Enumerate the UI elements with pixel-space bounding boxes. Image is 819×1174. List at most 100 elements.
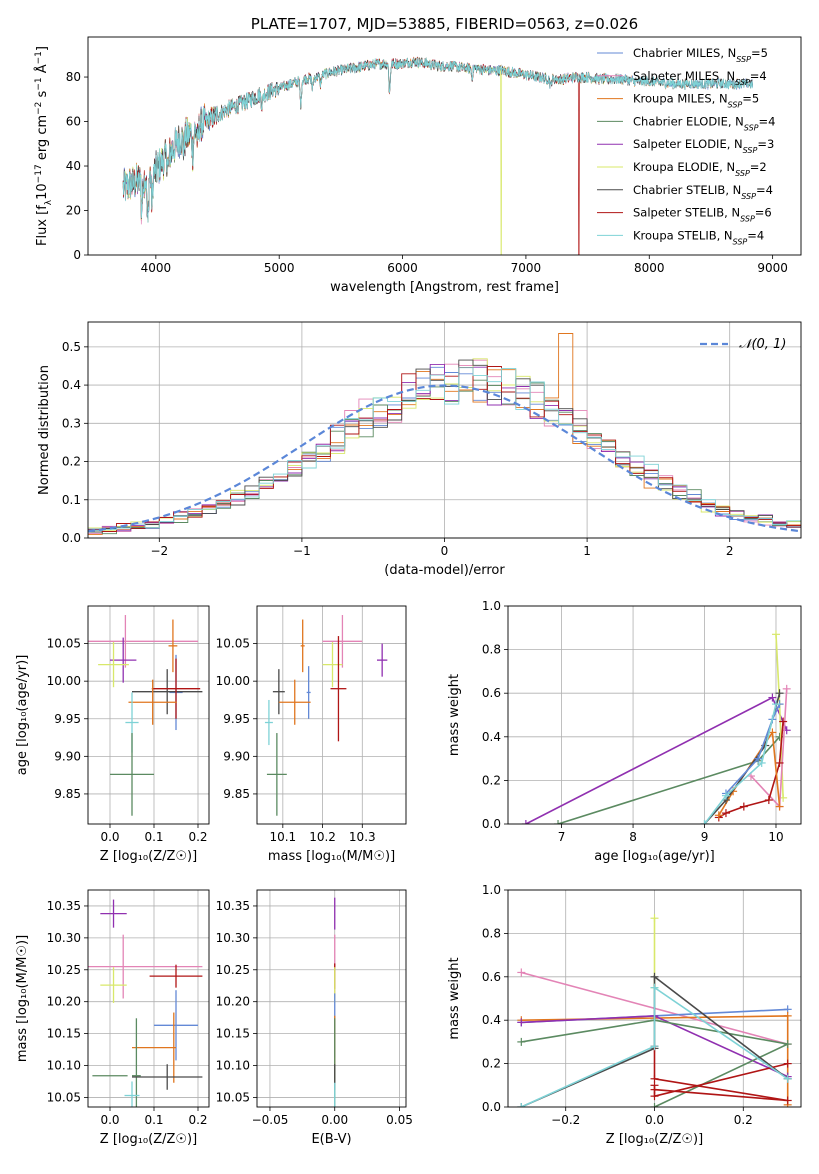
y-label-part: −1: [34, 51, 44, 64]
axes-frame: [87, 321, 802, 539]
y-tick-label: 10.30: [47, 931, 81, 945]
x-tick-label: 0.0: [100, 1113, 119, 1127]
error-bar-kroupa-miles: [128, 679, 177, 725]
y-axis-label: Normed distribution: [37, 365, 52, 495]
legend-entry: Salpeter MILES, NSSP=4: [633, 69, 767, 87]
legend-label: Kroupa STELIB, N: [633, 228, 733, 242]
mass-weight-vs-age-panel: 7 8 9 10 0.0 0.2 0.4 0.6 0.8 1.0 age [log₁₀(age/yr…: [447, 599, 802, 864]
x-tick-label: 1: [583, 544, 591, 558]
error-bar-chabrier-stelib: [272, 669, 285, 715]
error-bar-kroupa-stelib: [124, 1081, 140, 1107]
legend-label: Kroupa MILES, N: [633, 92, 728, 106]
error-bar-kroupa-miles: [168, 619, 178, 673]
x-tick-label: 2: [726, 544, 734, 558]
axes-frame: [87, 889, 210, 1108]
x-tick-label: 9000: [757, 261, 788, 275]
y-label-part: λ: [44, 199, 54, 205]
legend-label: Salpeter STELIB, N: [633, 206, 740, 220]
spectrum-line-salpeter-stelib: [122, 57, 613, 255]
error-bar-kroupa-elodie: [100, 967, 127, 1003]
legend-sub: SSP: [733, 237, 748, 246]
y-tick-label: 0.0: [482, 1100, 501, 1114]
error-bar-salpeter-stelib: [151, 658, 201, 719]
y-label-part: −17: [34, 164, 44, 183]
error-bar-kroupa-elodie: [98, 642, 129, 688]
x-axis-label: wavelength [Angstrom, rest frame]: [330, 280, 559, 295]
y-label-part: ]: [35, 46, 50, 51]
y-tick-label: 10.05: [216, 1090, 250, 1104]
x-tick-label: 0.2: [188, 1113, 207, 1127]
x-tick-label: 6000: [387, 261, 418, 275]
y-tick-label: 10.25: [216, 963, 250, 977]
legend-count: =4: [759, 114, 776, 128]
y-label-part: erg cm: [35, 115, 50, 164]
x-tick-label: 4000: [141, 261, 172, 275]
error-bar-chabrier-elodie: [266, 733, 287, 816]
y-tick-label: 0.1: [62, 493, 81, 507]
x-axis-label: Z [log₁₀(Z/Z☉)]: [100, 1132, 197, 1147]
x-tick-label: 8000: [634, 261, 665, 275]
residual-histogram-panel: −2 −1 0 1 2 0.0 0.1 0.2 0.3 0.4 0.5 𝒩(0, 1) (data-mo…: [37, 321, 802, 578]
series-line: [520, 986, 789, 1107]
axes-frame: [87, 605, 210, 825]
legend-sub: SSP: [744, 123, 759, 132]
x-tick-label: 9: [701, 830, 709, 844]
y-tick-label: 0.4: [482, 730, 501, 744]
axes-frame: [256, 889, 407, 1108]
y-axis-label: age [log₁₀(age/yr)]: [15, 655, 30, 776]
mass-vs-metallicity-panel: 0.0 0.1 0.2 10.05 10.10 10.15 10.20 10.25 10.30 1…: [15, 889, 210, 1147]
legend-count: =3: [757, 137, 774, 151]
error-bar-kroupa-miles: [300, 619, 305, 673]
legend-sub: SSP: [741, 191, 756, 200]
y-tick-label: 0.8: [482, 643, 501, 657]
y-tick-label: 0.5: [62, 340, 81, 354]
error-bar-salpeter-stelib: [330, 636, 347, 742]
error-bar-salpeter-stelib: [149, 964, 203, 988]
legend-label: Chabrier MILES, N: [633, 46, 736, 60]
y-tick-label: 0.2: [482, 773, 501, 787]
y-label-part: −1: [34, 77, 44, 90]
y-tick-label: 0.8: [482, 926, 501, 940]
y-tick-label: 9.95: [54, 712, 81, 726]
legend-entry: Salpeter STELIB, NSSP=6: [633, 206, 772, 224]
x-tick-label: 0.0: [645, 1113, 664, 1127]
error-bar-salpeter-elodie: [100, 899, 127, 928]
spectrum-panel: 4000 5000 6000 7000 8000 9000 0 20 40 60 80 PLATE=1…: [34, 15, 802, 295]
y-tick-label: 10.00: [47, 674, 81, 688]
y-axis-label: mass [log₁₀(M/M☉)]: [15, 935, 30, 1062]
legend-entry: Chabrier ELODIE, NSSP=4: [633, 114, 775, 131]
x-tick-label: 10.3: [349, 830, 376, 844]
x-axis-label: Z [log₁₀(Z/Z☉)]: [100, 849, 197, 864]
series-salpeter-elodie: [521, 693, 791, 824]
y-axis-label: mass weight: [447, 674, 462, 756]
y-tick-label: 0.4: [482, 1013, 501, 1027]
error-bar-chabrier-stelib: [132, 669, 203, 715]
axes-frame: [87, 36, 802, 256]
legend-label: Chabrier STELIB, N: [633, 183, 741, 197]
spectrum-line-kroupa-elodie: [122, 57, 613, 255]
series-line: [718, 721, 784, 819]
x-tick-label: 10: [768, 830, 783, 844]
y-axis-label: mass weight: [447, 957, 462, 1039]
legend-count: =4: [750, 69, 767, 83]
y-tick-label: 10.15: [47, 1027, 81, 1041]
x-tick-label: 5000: [264, 261, 295, 275]
axes-frame: [256, 605, 407, 825]
error-bar-salpeter-elodie: [110, 637, 137, 683]
legend-count: =4: [747, 228, 764, 242]
x-tick-label: −0.05: [252, 1113, 289, 1127]
legend-entry: Kroupa MILES, NSSP=5: [633, 92, 759, 110]
legend-sub: SSP: [735, 77, 750, 86]
x-tick-label: 0.1: [144, 830, 163, 844]
error-bar-chabrier-miles: [306, 666, 311, 719]
x-tick-label: 0.05: [386, 1113, 413, 1127]
legend-label: Salpeter ELODIE, N: [633, 137, 743, 151]
x-axis-label: age [log₁₀(age/yr)]: [594, 849, 715, 864]
y-tick-label: 9.90: [54, 749, 81, 763]
error-bar-salpeter-miles: [88, 615, 198, 668]
legend-sub: SSP: [728, 100, 743, 109]
y-tick-label: 10.05: [216, 637, 250, 651]
legend-label: Kroupa ELODIE, N: [633, 160, 735, 174]
series-line: [703, 703, 777, 824]
